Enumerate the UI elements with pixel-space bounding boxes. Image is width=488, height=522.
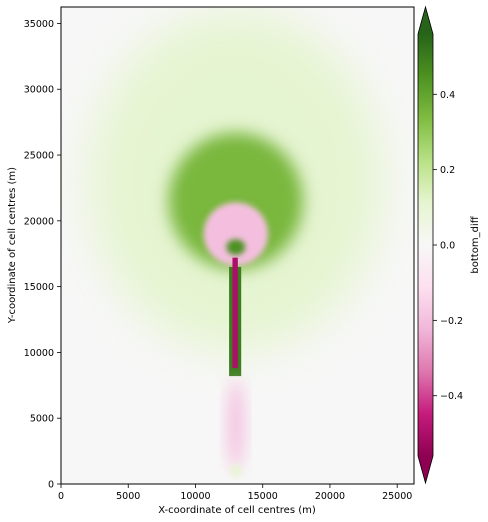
heatmap-channel-strip-negative bbox=[232, 257, 238, 369]
y-tick-label: 35000 bbox=[24, 19, 54, 30]
y-tick-label: 15000 bbox=[24, 282, 54, 293]
x-axis: 0 5000 10000 15000 20000 25000 bbox=[58, 484, 412, 502]
colorbar-tick-label: 0.4 bbox=[440, 90, 455, 101]
colorbar-gradient bbox=[418, 34, 433, 456]
colorbar-ticks: 0.4 0.2 0.0 −0.2 −0.4 bbox=[433, 90, 463, 402]
y-tick-label: 20000 bbox=[24, 216, 54, 227]
colorbar-extend-bottom bbox=[418, 456, 433, 483]
heatmap-strong-positive-arc bbox=[168, 132, 304, 270]
x-tick-label: 25000 bbox=[382, 491, 412, 502]
colorbar-tick-label: 0.0 bbox=[440, 241, 455, 252]
x-tick-label: 10000 bbox=[180, 491, 210, 502]
colorbar-label: bottom_diff bbox=[470, 215, 481, 273]
heatmap-bottom-positive-spot bbox=[230, 464, 242, 478]
plot-frame bbox=[60, 6, 415, 485]
colorbar-tick-label: −0.2 bbox=[440, 316, 463, 327]
colorbar-tick-label: −0.4 bbox=[440, 391, 463, 402]
y-tick-label: 0 bbox=[48, 480, 54, 491]
y-tick-label: 25000 bbox=[24, 151, 54, 162]
heatmap-positive-core bbox=[226, 239, 246, 256]
x-axis-label: X-coordinate of cell centres (m) bbox=[158, 505, 316, 516]
x-tick-label: 0 bbox=[58, 491, 64, 502]
y-tick-label: 30000 bbox=[24, 85, 54, 96]
plot-area bbox=[60, 6, 415, 485]
x-tick-label: 15000 bbox=[248, 491, 278, 502]
colorbar-tick-label: 0.2 bbox=[440, 165, 455, 176]
colorbar-extend-top bbox=[418, 7, 433, 34]
colorbar: 0.4 0.2 0.0 −0.2 −0.4 bbox=[417, 5, 463, 485]
colorbar-frame bbox=[417, 5, 434, 485]
heatmap-layer bbox=[87, 10, 384, 478]
y-axis-label: Y-coordinate of cell centres (m) bbox=[7, 167, 18, 324]
y-tick-label: 10000 bbox=[24, 348, 54, 359]
x-tick-label: 20000 bbox=[315, 491, 345, 502]
x-tick-label: 5000 bbox=[116, 491, 140, 502]
y-axis: 0 5000 10000 15000 20000 25000 30000 35000 bbox=[24, 19, 61, 491]
heatmap-lower-negative-tail bbox=[227, 378, 244, 471]
y-tick-label: 5000 bbox=[30, 414, 54, 425]
heatmap-negative-ring bbox=[203, 202, 269, 266]
